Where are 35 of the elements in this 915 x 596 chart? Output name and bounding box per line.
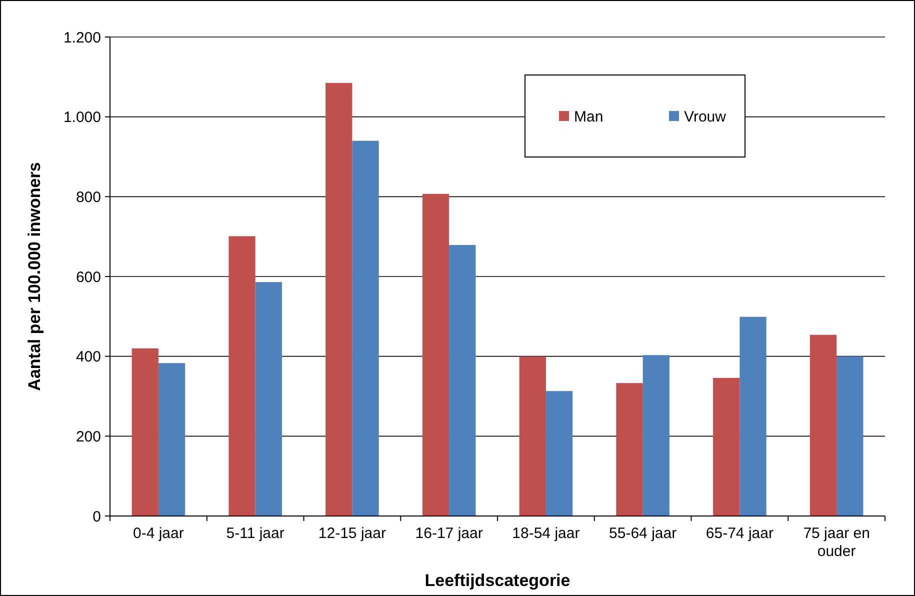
bar [642,355,670,516]
legend-label: Man [574,108,604,126]
x-tick-label: 18-54 jaar [512,525,580,542]
x-tick-label: 65-74 jaar [706,525,774,542]
x-tick-label: 0-4 jaar [133,525,184,542]
bar [228,236,256,516]
bar [546,391,573,516]
bar [255,282,282,516]
bar [616,383,643,516]
bar [740,316,766,516]
y-tick-label: 800 [76,188,101,206]
bar [422,194,450,516]
x-tick-label: 5-11 jaar [226,525,284,542]
bar [449,244,476,516]
y-tick-label: 1.000 [63,109,101,126]
bar [836,356,864,516]
bar [810,334,837,516]
legend-label: Vrouw [684,108,726,126]
bar [326,82,352,516]
bar [519,356,546,516]
bar [132,348,158,516]
x-tick-label: 12-15 jaar [318,525,386,542]
y-tick-label: 0 [92,508,101,526]
y-tick-label: 1.200 [63,29,101,46]
bar [158,363,186,516]
x-axis-title: Leeftijdscategorie [424,571,570,590]
x-tick-label: 16-17 jaar [415,525,483,542]
x-tick-label: 75 jaar en ouder [803,525,870,560]
x-tick-label: 55-64 jaar [609,525,677,542]
y-tick-label: 400 [76,348,101,366]
y-tick-label: 200 [76,428,101,446]
bar [713,378,740,516]
y-axis-title: Aantal per 100.000 inwoners [25,162,44,391]
bar [352,140,379,516]
y-tick-label: 600 [76,268,101,286]
